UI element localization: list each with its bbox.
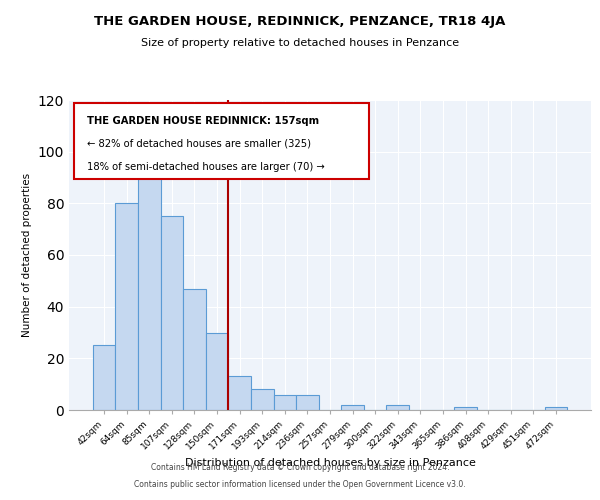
- Text: 18% of semi-detached houses are larger (70) →: 18% of semi-detached houses are larger (…: [87, 162, 325, 172]
- Bar: [115, 204, 138, 410]
- Bar: [296, 394, 319, 410]
- Text: Size of property relative to detached houses in Penzance: Size of property relative to detached ho…: [141, 38, 459, 48]
- Bar: [93, 346, 115, 410]
- Bar: [161, 216, 183, 410]
- Text: Contains public sector information licensed under the Open Government Licence v3: Contains public sector information licen…: [134, 480, 466, 489]
- Bar: [454, 408, 477, 410]
- X-axis label: Distribution of detached houses by size in Penzance: Distribution of detached houses by size …: [185, 458, 475, 468]
- Bar: [341, 405, 364, 410]
- Text: THE GARDEN HOUSE REDINNICK: 157sqm: THE GARDEN HOUSE REDINNICK: 157sqm: [87, 116, 319, 126]
- Bar: [183, 288, 206, 410]
- Text: ← 82% of detached houses are smaller (325): ← 82% of detached houses are smaller (32…: [87, 138, 311, 149]
- Bar: [251, 390, 274, 410]
- Bar: [138, 178, 161, 410]
- Bar: [386, 405, 409, 410]
- Text: Contains HM Land Registry data © Crown copyright and database right 2024.: Contains HM Land Registry data © Crown c…: [151, 464, 449, 472]
- Bar: [74, 103, 369, 179]
- Text: THE GARDEN HOUSE, REDINNICK, PENZANCE, TR18 4JA: THE GARDEN HOUSE, REDINNICK, PENZANCE, T…: [94, 15, 506, 28]
- Y-axis label: Number of detached properties: Number of detached properties: [22, 173, 32, 337]
- Bar: [545, 408, 567, 410]
- Bar: [229, 376, 251, 410]
- Bar: [206, 332, 229, 410]
- Bar: [274, 394, 296, 410]
